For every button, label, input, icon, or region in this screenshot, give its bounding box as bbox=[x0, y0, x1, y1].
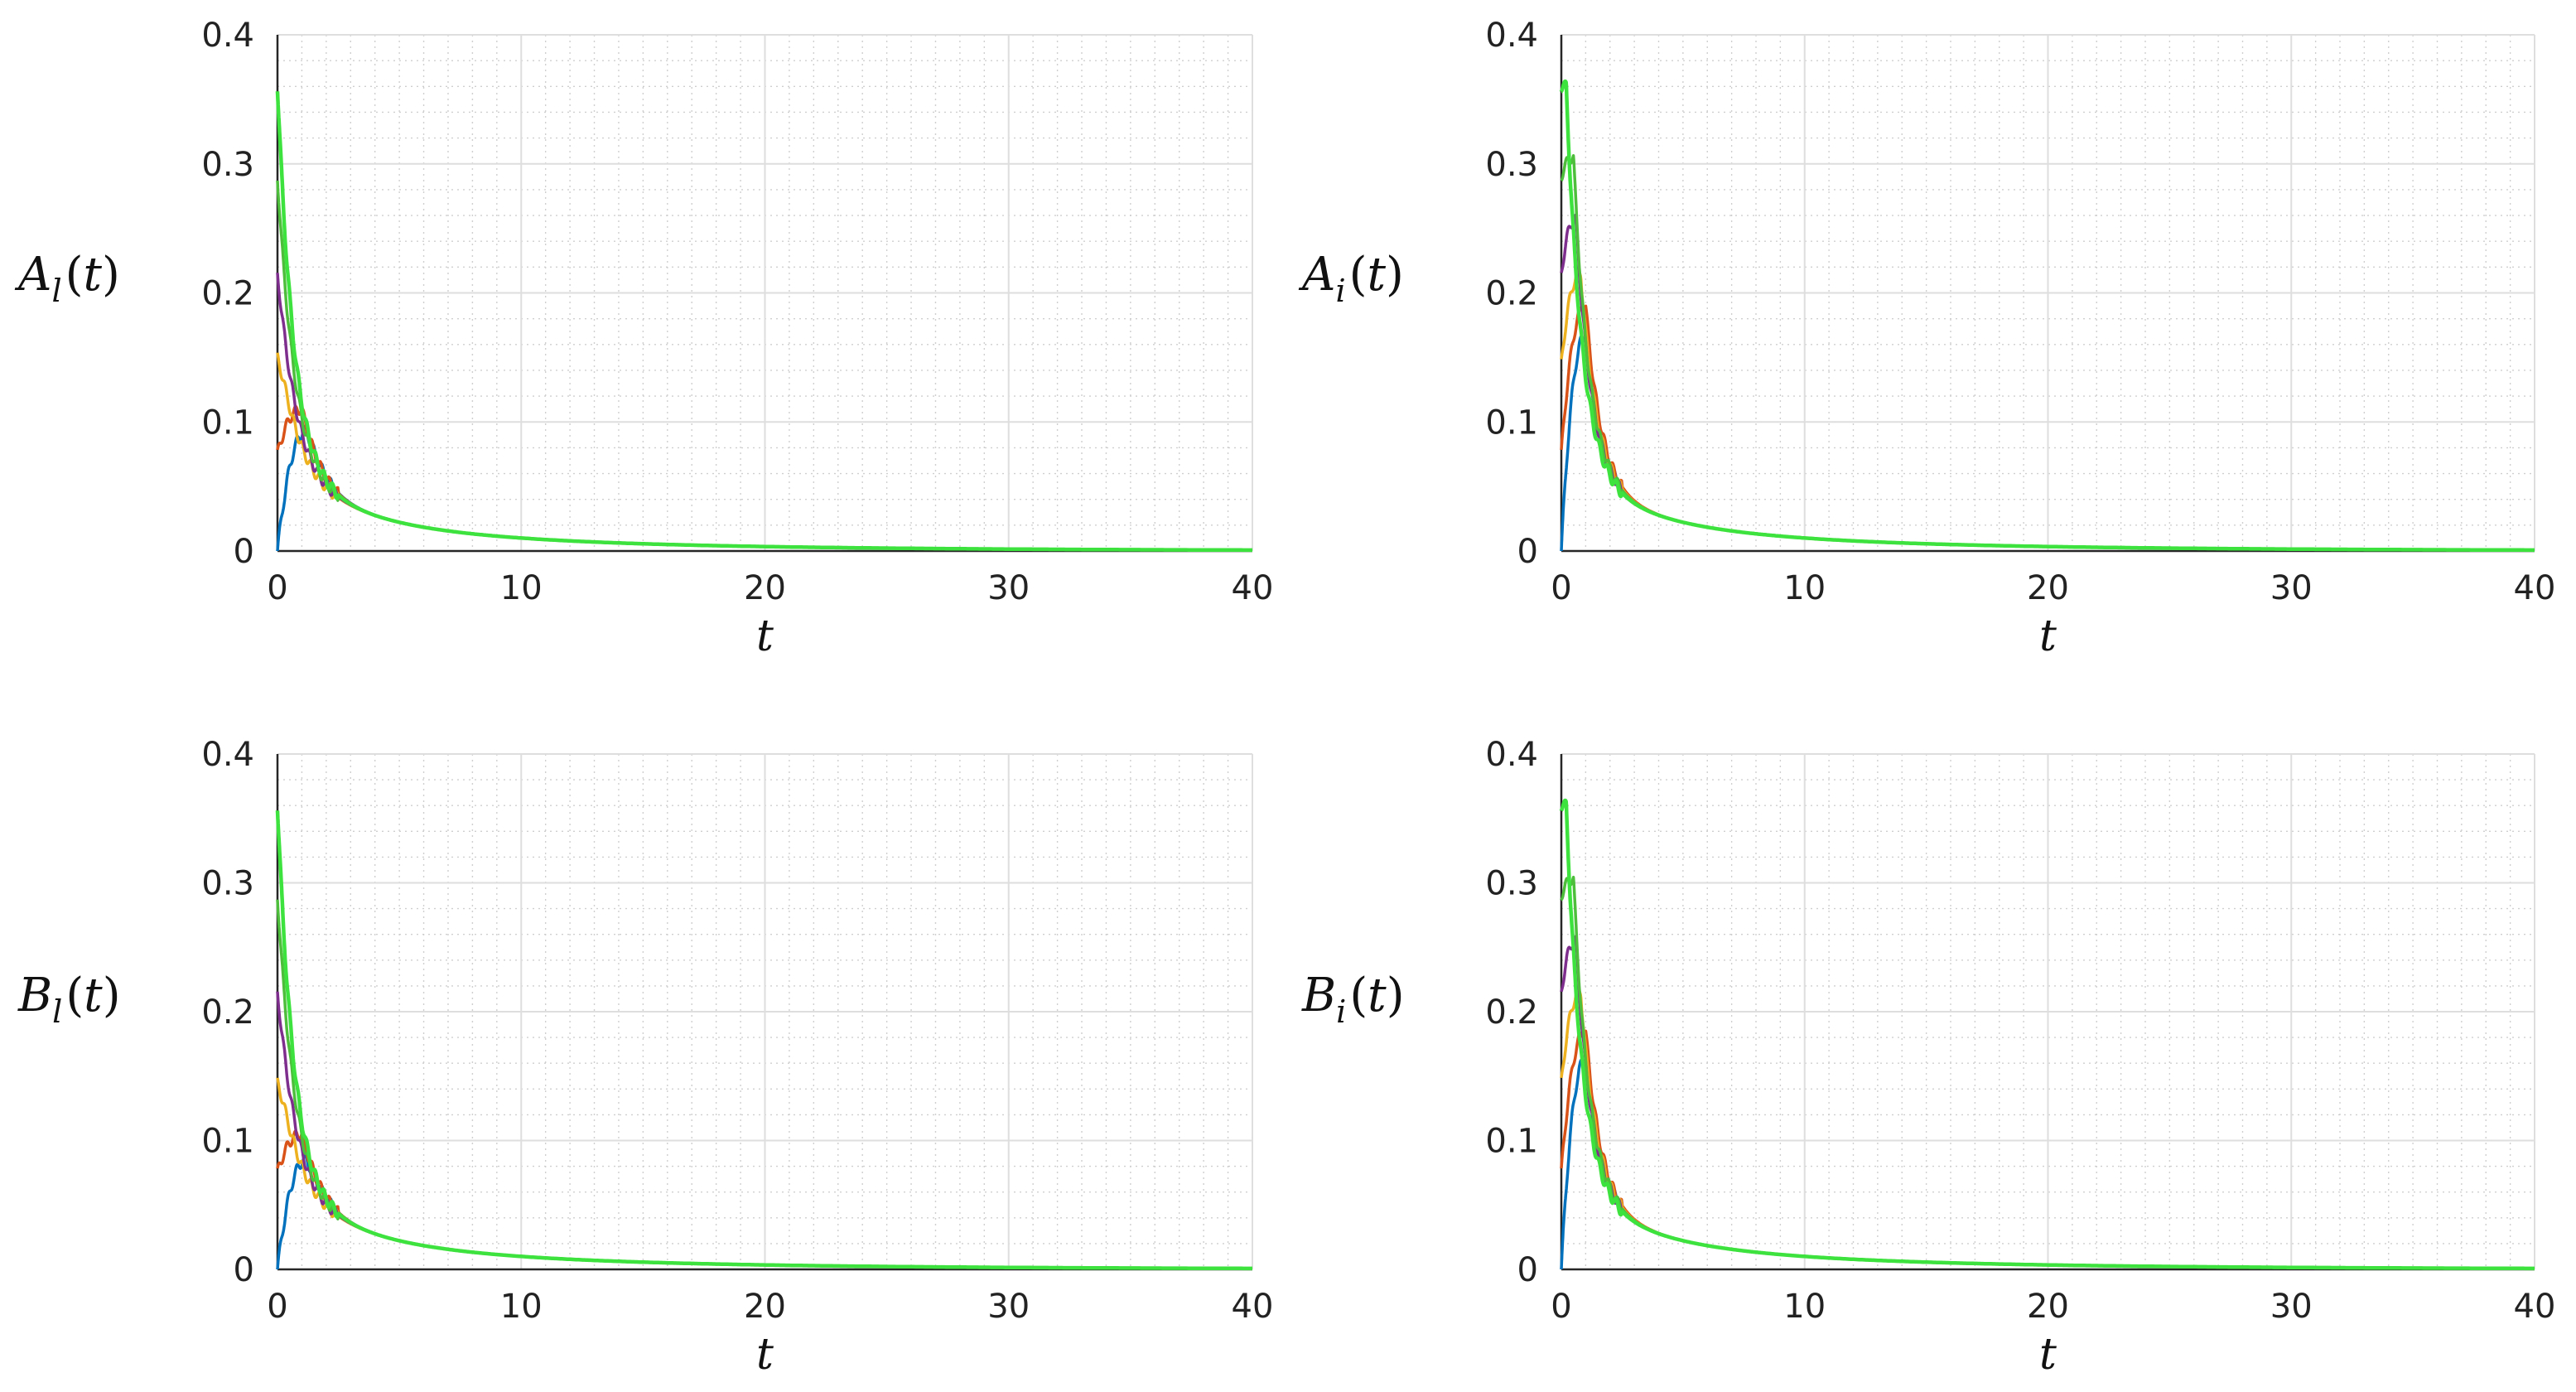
y-axis-label: Ai(t) bbox=[1298, 248, 1404, 309]
chart-panel-3: 0 10 20 30 40 0 0.1 0.2 0.3 0.4 t Bl(t) bbox=[17, 736, 1273, 1380]
x-tick-label: 10 bbox=[500, 1288, 543, 1326]
x-tick-label: 30 bbox=[987, 1288, 1030, 1326]
x-tick-label: 0 bbox=[1551, 569, 1571, 607]
y-tick-label: 0.4 bbox=[201, 736, 254, 774]
series-group bbox=[1559, 79, 2535, 553]
x-tick-label: 20 bbox=[2027, 569, 2069, 607]
series-line-6 bbox=[275, 89, 1252, 553]
y-tick-label: 0.3 bbox=[1485, 865, 1538, 903]
chart-panel-4: 0 10 20 30 40 0 0.1 0.2 0.3 0.4 t Bi(t) bbox=[1301, 736, 2555, 1380]
x-axis-label: t bbox=[2039, 1330, 2057, 1380]
x-tick-label: 0 bbox=[267, 569, 287, 607]
x-tick-label: 0 bbox=[267, 1288, 287, 1326]
y-tick-label: 0 bbox=[1517, 1251, 1538, 1289]
y-tick-label: 0.1 bbox=[1485, 404, 1538, 442]
x-tick-label: 20 bbox=[744, 1288, 786, 1326]
y-tick-label: 0.3 bbox=[1485, 146, 1538, 184]
x-axis-label: t bbox=[756, 611, 774, 661]
series-line-6 bbox=[275, 809, 1252, 1271]
series-group bbox=[275, 89, 1252, 553]
y-tick-label: 0.3 bbox=[201, 865, 254, 903]
series-group bbox=[275, 809, 1252, 1271]
y-tick-label: 0.4 bbox=[1485, 736, 1538, 774]
major-grid bbox=[1561, 753, 2535, 1270]
x-axis-label: t bbox=[756, 1330, 774, 1380]
y-tick-label: 0.2 bbox=[1485, 993, 1538, 1032]
x-axis-label: t bbox=[2039, 611, 2057, 661]
x-tick-label: 10 bbox=[500, 569, 543, 607]
x-tick-label: 40 bbox=[1232, 569, 1274, 607]
y-tick-label: 0 bbox=[234, 1251, 254, 1289]
y-tick-label: 0.2 bbox=[1485, 275, 1538, 313]
y-tick-label: 0.2 bbox=[201, 275, 254, 313]
y-tick-label: 0.1 bbox=[201, 404, 254, 442]
x-tick-label: 30 bbox=[987, 569, 1030, 607]
series-group bbox=[1559, 798, 2535, 1271]
x-tick-label: 30 bbox=[2270, 1288, 2313, 1326]
y-axis-label: Bi(t) bbox=[1301, 969, 1405, 1030]
y-axis-label: Bl(t) bbox=[17, 969, 121, 1030]
y-tick-label: 0 bbox=[1517, 533, 1538, 571]
y-tick-label: 0.1 bbox=[1485, 1123, 1538, 1161]
chart-panel-2: 0 10 20 30 40 0 0.1 0.2 0.3 0.4 t Ai(t) bbox=[1298, 17, 2555, 661]
x-tick-label: 40 bbox=[2514, 569, 2556, 607]
y-tick-label: 0 bbox=[234, 533, 254, 571]
x-tick-label: 40 bbox=[1232, 1288, 1274, 1326]
series-line-6 bbox=[1559, 79, 2535, 553]
x-tick-label: 40 bbox=[2514, 1288, 2556, 1326]
x-tick-label: 20 bbox=[744, 569, 786, 607]
x-tick-label: 0 bbox=[1551, 1288, 1571, 1326]
series-line-6 bbox=[1559, 798, 2535, 1271]
y-tick-label: 0.1 bbox=[201, 1123, 254, 1161]
x-tick-label: 30 bbox=[2270, 569, 2313, 607]
y-tick-label: 0.4 bbox=[201, 17, 254, 55]
y-tick-label: 0.4 bbox=[1485, 17, 1538, 55]
x-tick-label: 10 bbox=[1783, 569, 1826, 607]
x-tick-label: 20 bbox=[2027, 1288, 2069, 1326]
chart-panel-1: 0 10 20 30 40 0 0.1 0.2 0.3 0.4 t Al(t) bbox=[14, 17, 1273, 661]
minor-grid bbox=[1561, 35, 2535, 551]
y-tick-label: 0.2 bbox=[201, 993, 254, 1032]
y-tick-label: 0.3 bbox=[201, 146, 254, 184]
y-axis-label: Al(t) bbox=[14, 248, 120, 309]
x-tick-label: 10 bbox=[1783, 1288, 1826, 1326]
